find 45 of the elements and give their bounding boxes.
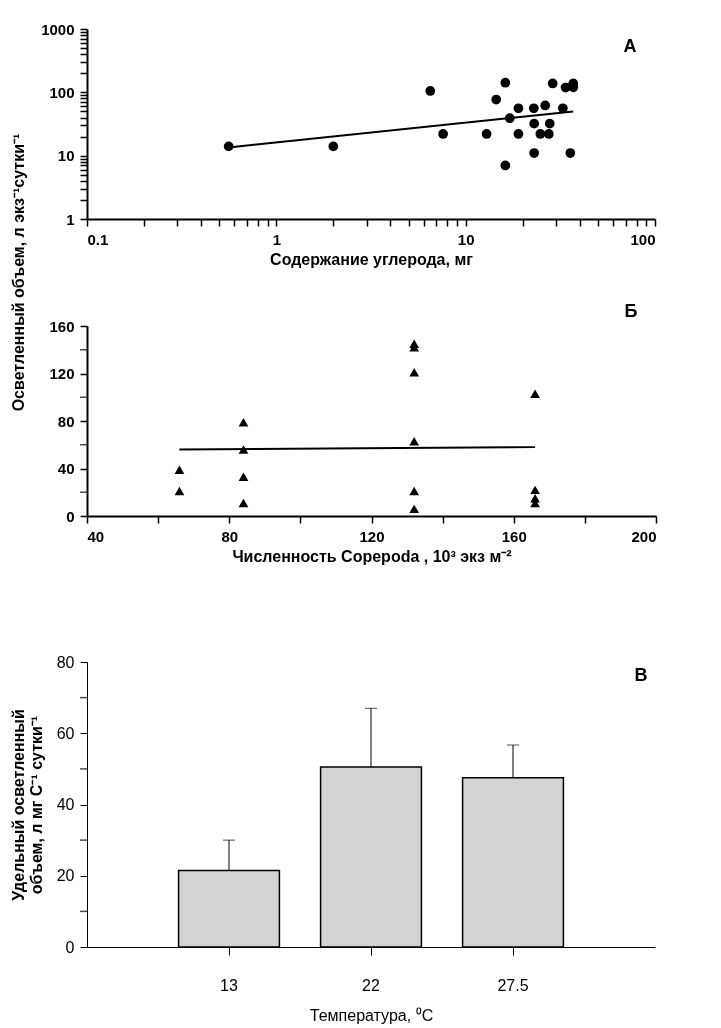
x-tick-label: 80 (221, 527, 239, 545)
y-axis-title: Осветленный объем, л экз⁻¹сутки⁻¹ (10, 133, 28, 412)
x-tick-label: 100 (630, 230, 656, 248)
y-tick-label: 80 (57, 412, 75, 430)
point (238, 417, 249, 427)
x-tick-label: 200 (631, 527, 657, 545)
y-tick-label: 40 (56, 796, 75, 813)
point (530, 485, 540, 495)
y-tick-label: 1 (66, 210, 75, 228)
x-tick-label: 160 (501, 527, 527, 545)
point (409, 504, 420, 514)
x-axis-title: Температура, ⁰C (309, 1006, 434, 1024)
point (238, 498, 249, 508)
y-tick-label: 1000 (41, 20, 75, 38)
y-tick-label: 160 (49, 317, 75, 335)
point (238, 472, 249, 482)
x-tick-label: 1 (272, 230, 282, 248)
y-tick-label: 0 (66, 507, 75, 525)
x-tick-label: 27.5 (497, 976, 529, 994)
y-tick-label: 10 (57, 147, 75, 165)
x-tick-label: 120 (359, 527, 385, 545)
point (174, 465, 185, 474)
point (409, 368, 420, 377)
x-tick-label: 40 (87, 527, 105, 545)
annotation: А (623, 36, 637, 56)
point (174, 486, 185, 496)
annotation: В (634, 665, 648, 685)
x-tick-label: 13 (220, 976, 238, 994)
x-tick-label: 22 (362, 976, 380, 994)
y-tick-label: 40 (57, 460, 75, 477)
point (409, 486, 420, 496)
y-axis-title: Удельный осветленный объем, л мг C⁻¹ сутки⁻¹ (9, 709, 45, 901)
x-tick-label: 10 (457, 230, 475, 248)
x-axis-title: Численность Copepoda , 10³ экз м⁻² (232, 547, 512, 565)
x-axis-title: Содержание углерода, мг (270, 250, 474, 268)
y-tick-label: 120 (49, 365, 75, 382)
y-tick-label: 60 (56, 724, 75, 742)
x-tick-label: 0.1 (87, 230, 109, 248)
y-tick-label: 100 (49, 83, 75, 101)
text: Б (624, 301, 638, 321)
y-tick-label: 20 (56, 867, 75, 885)
y-tick-label: 80 (56, 653, 75, 671)
point (530, 389, 540, 398)
y-tick-label: 0 (65, 938, 75, 956)
point (409, 436, 420, 446)
